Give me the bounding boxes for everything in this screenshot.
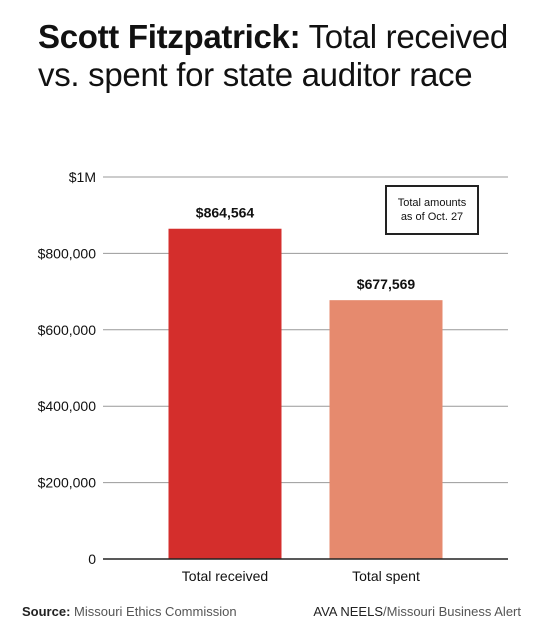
source-label: Source: (22, 604, 71, 619)
y-tick-label: $400,000 (38, 398, 97, 414)
bars (168, 228, 443, 559)
y-tick-label: $800,000 (38, 245, 97, 261)
bar-total-received (168, 228, 282, 559)
data-label: $864,564 (196, 205, 255, 221)
x-tick-label: Total received (182, 568, 268, 584)
y-tick-label: 0 (88, 551, 96, 567)
chart-title: Scott Fitzpatrick: Total received vs. sp… (38, 18, 508, 94)
data-label: $677,569 (357, 276, 416, 292)
y-tick-labels: 0 $200,000 $400,000 $600,000 $800,000 $1M (38, 169, 97, 567)
y-tick-label: $200,000 (38, 475, 97, 491)
source-credit: Source: Missouri Ethics Commission (22, 604, 237, 619)
source-value: Missouri Ethics Commission (74, 604, 237, 619)
x-tick-label: Total spent (352, 568, 420, 584)
chart-title-bold: Scott Fitzpatrick: (38, 18, 301, 55)
y-tick-label: $1M (69, 169, 96, 185)
data-labels: $864,564 $677,569 (196, 205, 416, 292)
bar-total-spent (329, 300, 443, 559)
y-tick-label: $600,000 (38, 322, 97, 338)
chart-title-rest: Total received vs. spent for state audit… (38, 18, 508, 93)
credit-name: AVA NEELS (313, 604, 383, 619)
credit-org: /Missouri Business Alert (383, 604, 521, 619)
note-line-1: Total amounts (397, 197, 467, 209)
note-box: Total amounts as of Oct. 27 (385, 185, 479, 235)
x-tick-labels: Total received Total spent (182, 568, 420, 584)
note-line-2: as of Oct. 27 (400, 211, 464, 223)
author-credit: AVA NEELS/Missouri Business Alert (313, 604, 521, 619)
